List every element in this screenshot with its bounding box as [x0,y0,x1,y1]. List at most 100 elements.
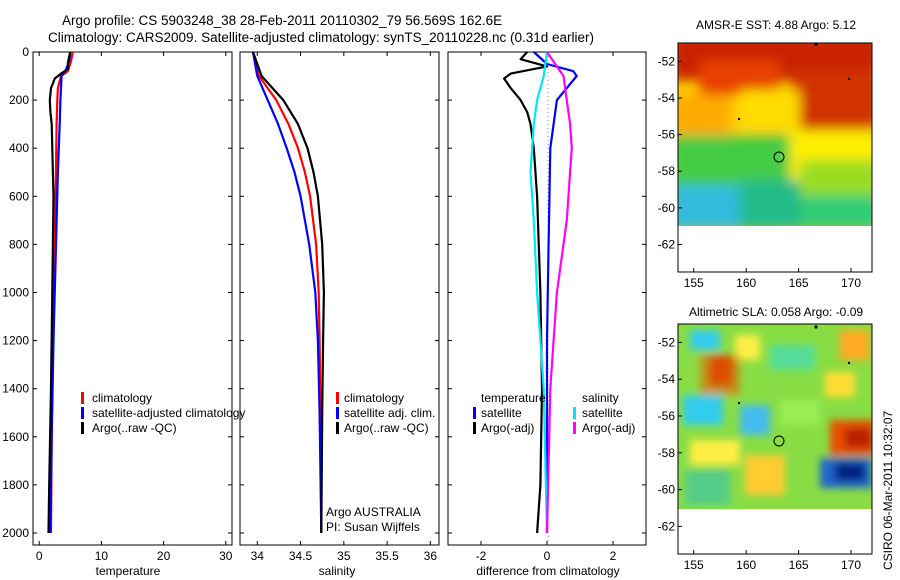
legend-label-climatology: climatology [344,391,404,405]
title-line-1: Argo profile: CS 5903248_38 28-Feb-2011 … [62,13,502,28]
x-tick-label: 20 [157,549,171,563]
temperature-legend: climatology satellite-adjusted climatolo… [81,391,245,435]
island-dot [847,361,851,365]
y-tick-label: 2000 [2,526,29,540]
map-y-tick-label: -58 [658,164,676,178]
footer-timestamp: CSIRO 06-Mar-2011 10:32:07 [881,410,895,570]
map-y-tick-label: -54 [658,372,676,386]
sst-map-panel: AMSR-E SST: 4.88 Argo: 5.12 155 160 165 170… [658,18,873,290]
temperature-x-label: temperature [96,564,161,578]
series-line-argo-raw-qc [251,51,325,534]
difference-legend: temperature satellite Argo(-adj) salinit… [473,391,635,435]
difference-series [503,51,578,534]
legend-swatch-temp-satellite [473,407,476,419]
map-y-tick-label: -58 [658,446,676,460]
difference-panel: -2 0 2 difference from climatology tempera… [447,51,647,578]
x-tick-label: 0 [36,549,43,563]
map-y-tick-label: -52 [658,54,676,68]
map-x-tick-label: 155 [684,276,704,290]
x-tick-label: 0 [544,549,551,563]
legend-swatch-argo [81,422,84,434]
legend-label-temp-argo: Argo(-adj) [481,421,534,435]
sla-heatmap [678,324,872,509]
map-x-tick-label: 170 [841,276,861,290]
sla-map-panel: Altimetric SLA: 0.058 Argo: -0.09 [658,305,873,572]
series-line-satellite-adj-clim [251,51,323,534]
legend-swatch-climatology [336,392,339,404]
legend-swatch-sal-satellite [573,407,576,419]
map-y-tick-label: -56 [658,409,676,423]
x-tick-label: 2 [610,549,617,563]
difference-depth-ticks [448,51,646,534]
series-line-salinity-satellite [529,51,549,534]
map-x-tick-label: 160 [736,558,756,572]
legend-swatch-satellite [81,407,84,419]
sla-map-axes-box [677,323,873,555]
x-tick-label: 30 [219,549,233,563]
sst-heatmap [678,43,872,226]
y-tick-label: 1400 [2,382,29,396]
salinity-x-label: salinity [319,564,356,578]
series-line-temperature-argo-adj [503,51,549,534]
legend-label-temp-satellite: satellite [481,406,522,420]
map-y-tick-label: -62 [658,519,676,533]
island-dot [847,77,851,81]
island-dot [814,42,818,46]
legend-label-satellite: satellite adj. clim. [344,406,435,420]
y-tick-label: 600 [9,189,29,203]
x-tick-label: 34.5 [289,549,313,563]
salinity-series [251,51,325,534]
legend-swatch-satellite [336,407,339,419]
map-x-tick-label: 165 [789,276,809,290]
x-tick-label: -2 [476,549,487,563]
depth-axis-ticks: 0 200 400 600 800 1000 1200 1400 1600 1800 2000 [2,45,232,540]
y-tick-label: 1800 [2,478,29,492]
island-dot [737,117,741,121]
map-x-tick-label: 160 [736,276,756,290]
x-tick-label: 36 [424,549,438,563]
x-tick-label: 34 [251,549,265,563]
sst-map-title: AMSR-E SST: 4.88 Argo: 5.12 [696,18,856,32]
y-tick-label: 1200 [2,334,29,348]
temperature-series [47,51,74,534]
series-line-climatology [251,51,323,534]
legend-label-climatology: climatology [92,391,152,405]
y-tick-label: 200 [9,93,29,107]
annotation-pi: PI: Susan Wijffels [326,520,420,534]
y-tick-label: 1600 [2,430,29,444]
sla-map-title: Altimetric SLA: 0.058 Argo: -0.09 [689,305,863,319]
y-tick-label: 400 [9,141,29,155]
map-y-tick-label: -56 [658,128,676,142]
legend-label-argo: Argo(..raw -QC) [344,421,429,435]
difference-x-ticks: -2 0 2 [476,52,617,563]
legend-swatch-climatology [81,392,84,404]
legend-swatch-temp-argo [473,422,476,434]
y-tick-label: 0 [22,45,29,59]
annotation-argo-australia: Argo AUSTRALIA [326,505,421,519]
series-line-salinity-argo-adj [545,51,573,534]
temperature-x-ticks: 0 10 20 30 [36,52,233,563]
title-line-2: Climatology: CARS2009. Satellite-adjuste… [48,30,594,45]
series-line-temperature-satellite [533,51,578,533]
salinity-axes-box [239,51,440,546]
sla-map-ticks: 155 160 165 170 -52 -54 -56 -58 -60 -62 [658,335,862,572]
map-x-tick-label: 155 [684,558,704,572]
series-line-argo-raw-qc [47,51,72,534]
salinity-x-ticks: 34 34.5 35 35.5 36 [251,52,438,563]
island-dot [737,401,741,405]
sst-map-ticks: 155 160 165 170 -52 -54 -56 -58 -60 -62 [658,54,862,290]
map-x-tick-label: 165 [789,558,809,572]
x-tick-label: 35.5 [375,549,399,563]
x-tick-label: 10 [95,549,109,563]
legend-swatch-argo [336,422,339,434]
legend-label-argo: Argo(..raw -QC) [92,421,177,435]
legend-label-satellite: satellite-adjusted climatology [92,406,245,420]
y-tick-label: 800 [9,237,29,251]
map-y-tick-label: -60 [658,483,676,497]
temperature-axes-box [32,51,233,546]
map-y-tick-label: -62 [658,238,676,252]
legend-label-sal-argo: Argo(-adj) [582,421,635,435]
argo-position-marker [773,151,785,163]
argo-position-marker [773,435,785,447]
